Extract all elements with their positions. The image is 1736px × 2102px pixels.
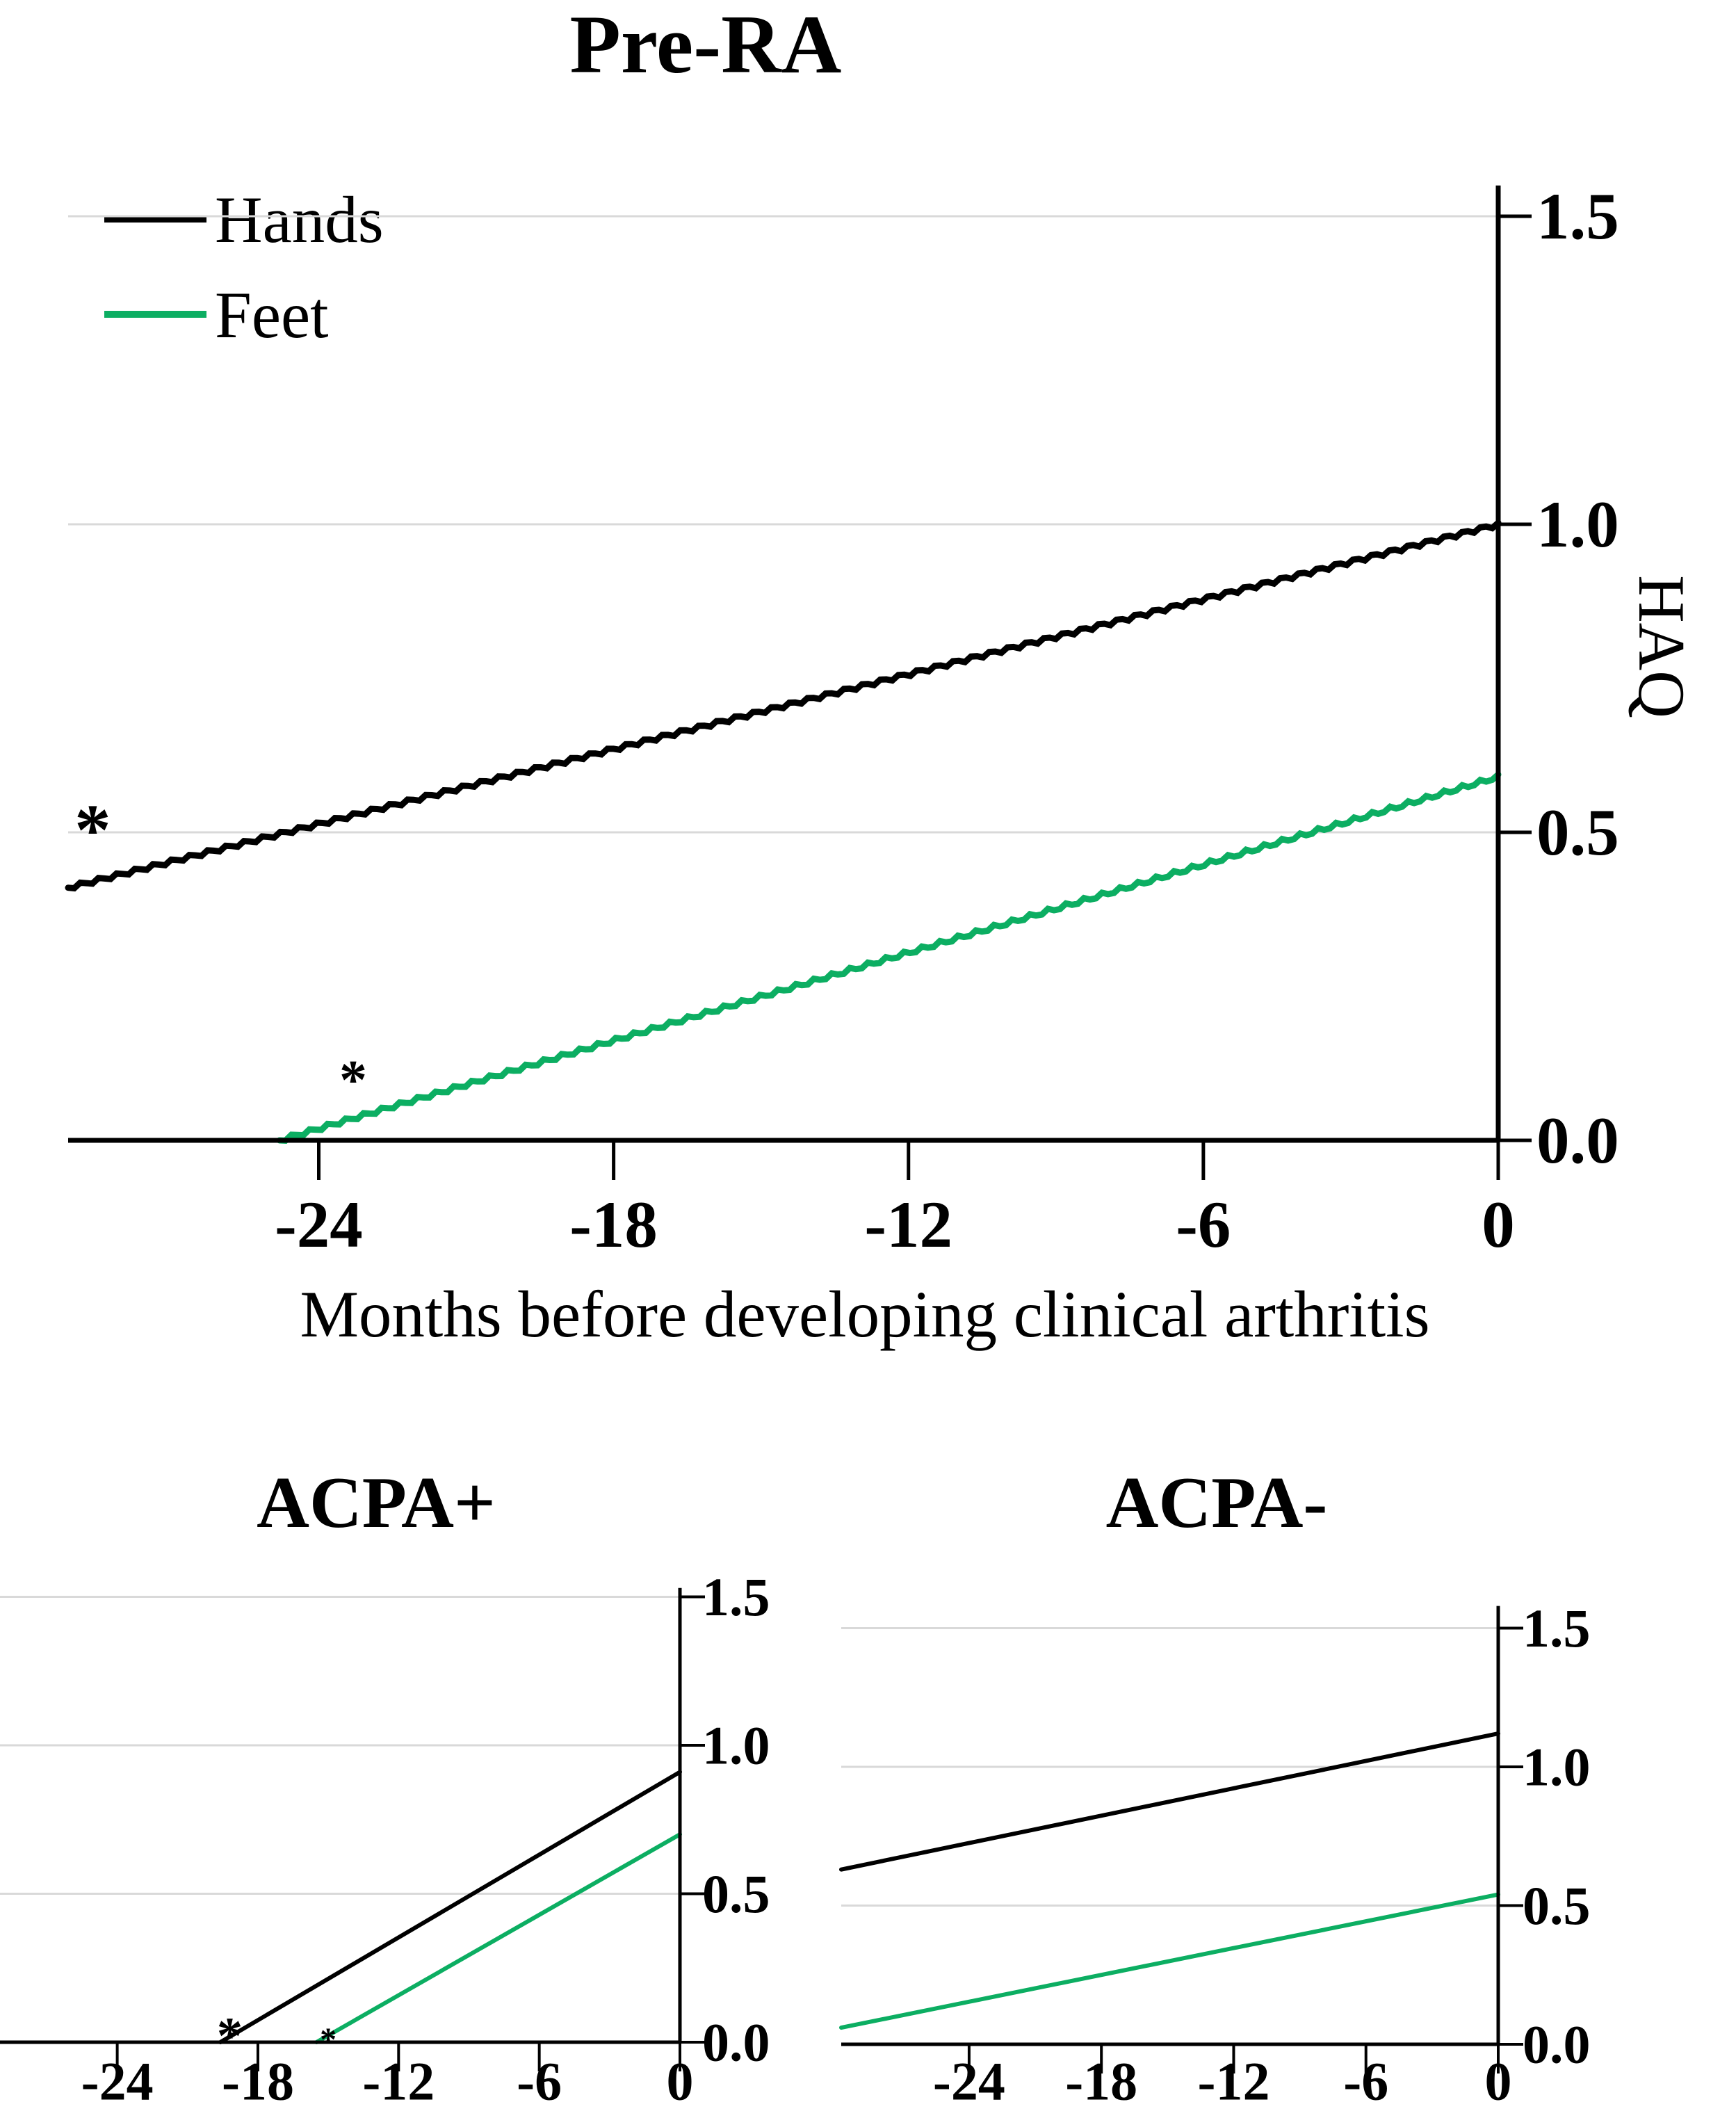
y-tick-label: 0.5 <box>1536 795 1619 869</box>
y-tick-label: 0.5 <box>702 1863 770 1924</box>
x-tick-label: 0 <box>1485 2051 1512 2102</box>
y-tick-label: 1.0 <box>1523 1737 1591 1797</box>
series-line-hands <box>218 1770 682 2044</box>
legend: Hands Feet <box>104 183 384 352</box>
x-tick-label: -12 <box>1197 2051 1269 2102</box>
legend-hands-label: Hands <box>215 183 384 257</box>
significance-asterisk: * <box>217 2007 243 2065</box>
y-tick-label: 1.5 <box>702 1567 770 1627</box>
y-tick-label: 1.5 <box>1523 1598 1591 1658</box>
y-axis-title-haq: HAQ <box>1625 575 1698 718</box>
y-tick-label: 1.0 <box>702 1715 770 1776</box>
legend-feet-label: Feet <box>215 278 329 352</box>
y-tick-label: 0.5 <box>1523 1875 1591 1936</box>
pre-ra-plot: -24 -18 -12 -6 0 0.0 0.5 1.0 1.5 * * <box>65 179 1619 1261</box>
significance-asterisk: * <box>74 789 111 871</box>
x-axis-title: Months before developing clinical arthri… <box>300 1277 1429 1351</box>
significance-asterisk: * <box>320 2021 336 2058</box>
acpa-neg-chart-title: ACPA- <box>1106 1462 1328 1543</box>
pre-ra-chart-title: Pre-RA <box>570 0 842 90</box>
x-tick-label: -6 <box>1176 1188 1231 1261</box>
x-tick-label: -12 <box>362 2051 435 2102</box>
x-tick-label: -24 <box>933 2051 1005 2102</box>
y-tick-label: 1.0 <box>1536 487 1619 561</box>
x-tick-label: -12 <box>864 1188 952 1261</box>
y-tick-label: 0.0 <box>702 2012 770 2073</box>
x-tick-label: 0 <box>1482 1188 1515 1261</box>
x-tick-label: -18 <box>569 1188 658 1261</box>
y-tick-label: 0.0 <box>1536 1103 1619 1177</box>
x-tick-label: -24 <box>275 1188 363 1261</box>
series-line-feet <box>314 1832 682 2044</box>
significance-asterisk: * <box>339 1050 367 1111</box>
x-tick-label: 0 <box>667 2051 694 2102</box>
x-tick-label: -6 <box>517 2051 562 2102</box>
x-tick-label: -18 <box>1065 2051 1137 2102</box>
series-line-feet <box>839 1892 1500 2030</box>
acpa-neg-plot: -24 -18 -12 -6 00.0 0.5 1.0 1.5 <box>839 1598 1591 2102</box>
series-line-feet <box>276 771 1502 1144</box>
x-tick-label: -6 <box>1343 2051 1388 2102</box>
acpa-pos-plot: -24 -18 -12 -6 00.0 0.5 1.0 1.5 * * <box>0 1567 770 2102</box>
series-line-hands <box>65 519 1502 892</box>
x-tick-label: -24 <box>81 2051 154 2102</box>
acpa-pos-chart-title: ACPA+ <box>257 1462 496 1543</box>
series-line-hands <box>839 1731 1500 1872</box>
y-tick-label: 0.0 <box>1523 2014 1591 2075</box>
x-tick-label: -18 <box>222 2051 294 2102</box>
y-tick-label: 1.5 <box>1536 179 1619 253</box>
